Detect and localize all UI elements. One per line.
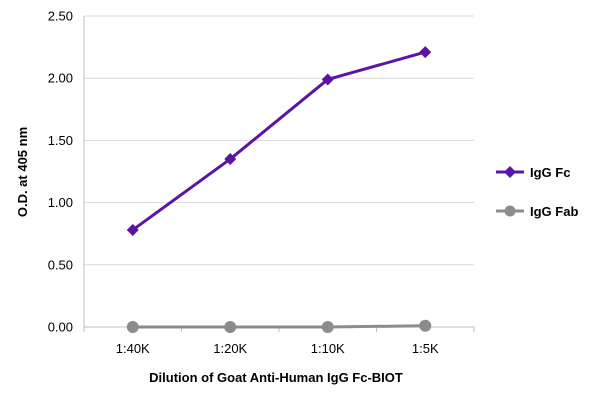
data-point-igg-fc-1 bbox=[224, 153, 237, 166]
series-line-igg-fc bbox=[131, 50, 426, 232]
x-axis-title: Dilution of Goat Anti-Human IgG Fc-BIOT bbox=[149, 370, 403, 385]
y-tick-label-3: 1.50 bbox=[48, 133, 73, 148]
legend-label-igg-fab: IgG Fab bbox=[530, 204, 578, 219]
series-line-igg-fab bbox=[132, 324, 426, 329]
data-point-igg-fab-2 bbox=[321, 321, 334, 333]
y-tick-label-4: 2.00 bbox=[48, 71, 73, 86]
y-tick-label-5: 2.50 bbox=[48, 9, 73, 24]
x-tick-label-2: 1:10K bbox=[311, 341, 345, 356]
legend-label-igg-fc: IgG Fc bbox=[530, 165, 570, 180]
x-tick-labels: 1:40K 1:20K 1:10K 1:5K bbox=[116, 341, 439, 356]
legend-item-igg-fc: IgG Fc bbox=[496, 165, 570, 180]
data-point-igg-fc-2 bbox=[321, 73, 334, 86]
y-axis-title: O.D. at 405 nm bbox=[15, 127, 30, 217]
y-tick-label-2: 1.00 bbox=[48, 195, 73, 210]
x-tick-label-1: 1:20K bbox=[213, 341, 247, 356]
legend-item-igg-fab: IgG Fab bbox=[496, 204, 578, 219]
legend-marker-igg-fab bbox=[504, 205, 516, 217]
x-tick-label-3: 1:5K bbox=[412, 341, 439, 356]
data-point-igg-fc-0 bbox=[126, 223, 139, 236]
legend: IgG Fc IgG Fab bbox=[496, 165, 578, 219]
legend-marker-igg-fc bbox=[504, 166, 516, 178]
gridlines bbox=[84, 15, 474, 266]
series-igg-fc bbox=[126, 46, 432, 236]
x-tick-label-0: 1:40K bbox=[116, 341, 150, 356]
data-point-igg-fab-0 bbox=[126, 321, 139, 333]
y-tick-label-0: 0.00 bbox=[48, 320, 73, 335]
y-tick-label-1: 0.50 bbox=[48, 257, 73, 272]
series-igg-fab bbox=[126, 319, 432, 333]
axes bbox=[83, 16, 475, 332]
data-point-igg-fc-3 bbox=[419, 46, 432, 59]
data-point-igg-fab-3 bbox=[419, 319, 432, 332]
y-tick-labels: 0.00 0.50 1.00 1.50 2.00 2.50 bbox=[48, 9, 73, 335]
series bbox=[126, 46, 432, 333]
data-point-igg-fab-1 bbox=[224, 321, 237, 333]
